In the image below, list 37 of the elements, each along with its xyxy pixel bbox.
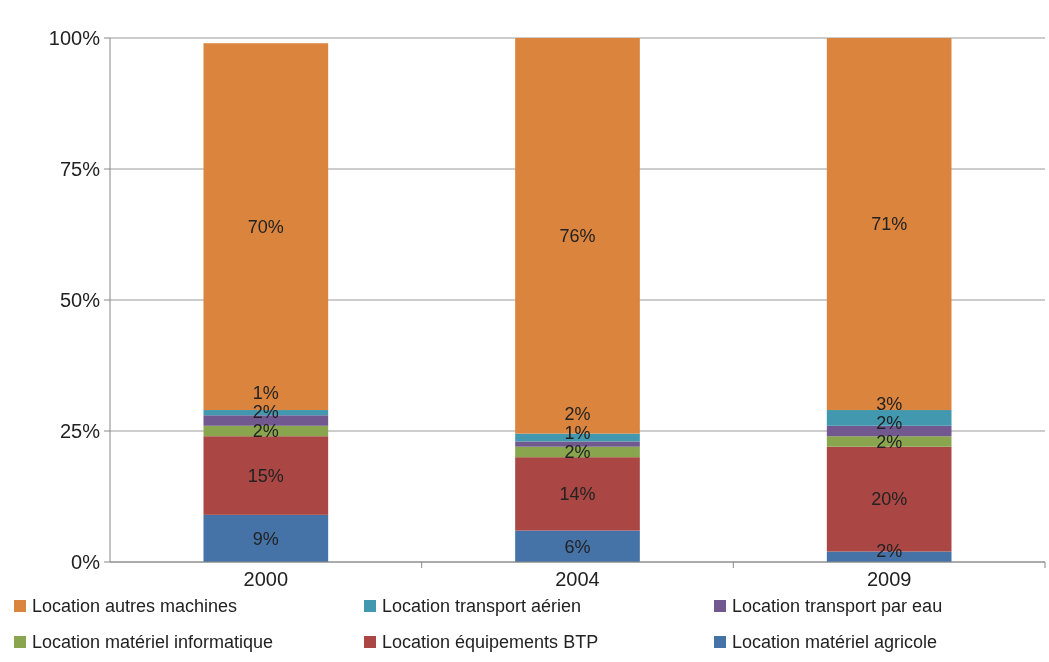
y-tick-label: 50%: [59, 289, 101, 311]
x-tick-label: 2000: [243, 568, 289, 590]
bar: [515, 441, 640, 447]
data-label: 15%: [247, 465, 284, 486]
bar: [515, 457, 640, 531]
bar: [203, 436, 329, 515]
data-label: 3%: [876, 393, 903, 414]
data-label: 2%: [876, 431, 903, 452]
bar: [203, 514, 329, 562]
bar: [515, 530, 640, 562]
data-label: 20%: [871, 489, 908, 510]
data-label: 76%: [559, 226, 596, 247]
data-label: 2%: [252, 421, 279, 442]
legend-label: Location matériel agricole: [732, 632, 938, 653]
y-tick-label: 100%: [48, 27, 101, 49]
legend-label: Location transport par eau: [732, 596, 943, 617]
data-label: 2%: [564, 442, 591, 463]
x-tick-label: 2004: [555, 568, 600, 590]
data-label: 2%: [564, 404, 591, 425]
data-label: 71%: [871, 214, 908, 235]
y-tick-label: 25%: [59, 420, 101, 442]
data-label: 1%: [252, 383, 279, 404]
x-tick-label: 2009: [866, 568, 912, 590]
data-label: 9%: [252, 528, 279, 549]
data-label: 2%: [876, 412, 903, 433]
data-label: 6%: [564, 536, 591, 557]
bar: [826, 436, 952, 447]
y-tick-label: 75%: [59, 158, 101, 180]
data-label: 14%: [559, 484, 596, 505]
data-label: 1%: [564, 423, 591, 444]
data-label: 70%: [247, 216, 284, 237]
legend-label: Location autres machines: [32, 596, 238, 617]
legend-label: Location transport aérien: [382, 596, 582, 617]
legend-label: Location matériel informatique: [32, 632, 274, 653]
y-tick-label: 0%: [71, 551, 101, 573]
bar: [826, 38, 952, 411]
legend-label: Location équipements BTP: [382, 632, 599, 653]
